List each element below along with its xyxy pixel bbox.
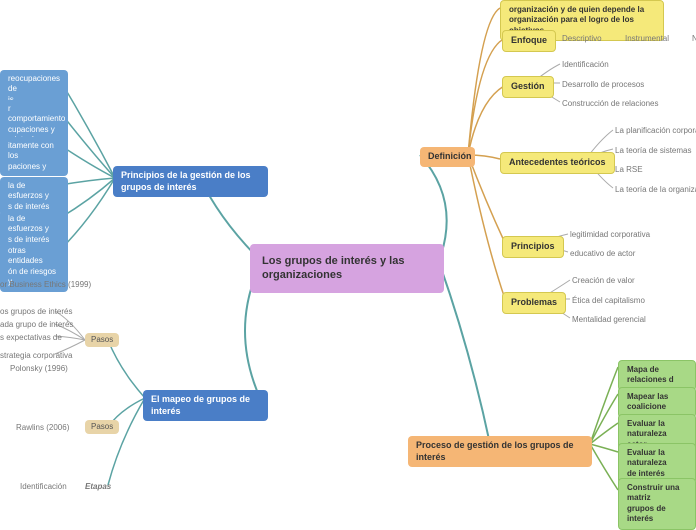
mapeo-node[interactable]: El mapeo de grupos de interés [143,390,268,421]
pasos2-node[interactable]: Pasos [85,420,119,434]
txt-cada: ada grupo de interés [0,320,73,329]
lb-itamente[interactable]: itamente con los paciones y [0,137,68,176]
principios-gestion-node[interactable]: Principios de la gestión de los grupos d… [113,166,268,197]
enfoque-n: N [692,34,696,43]
ant-planif: La planificación corporativa [615,126,696,135]
green-matriz[interactable]: Construir una matriz grupos de interés [618,478,696,530]
txt-expect: s expectativas de [0,333,62,342]
ant-org: La teoría de la organización [615,185,696,194]
txt-ethics: or Business Ethics (1999) [0,280,91,289]
proceso-gestion-node[interactable]: Proceso de gestión de los grupos de inte… [408,436,592,467]
prob-mental: Mentalidad gerencial [572,315,646,324]
gestion-desarrollo: Desarrollo de procesos [562,80,644,89]
ant-rse: La RSE [615,165,643,174]
gestion-construccion: Construcción de relaciones [562,99,659,108]
prin-legit: legitimidad corporativa [570,230,650,239]
ant-sistemas: La teoría de sistemas [615,146,691,155]
enfoque-descriptivo: Descriptivo [562,34,602,43]
prob-valor: Creación de valor [572,276,635,285]
enfoque-node[interactable]: Enfoque [502,30,556,52]
antecedentes-node[interactable]: Antecedentes teóricos [500,152,615,174]
problemas-node[interactable]: Problemas [502,292,566,314]
definicion-node[interactable]: Definición [420,147,475,167]
gestion-ident: Identificación [562,60,609,69]
pasos1-node[interactable]: Pasos [85,333,119,347]
prob-etica: Ética del capitalismo [572,296,645,305]
txt-interes: os grupos de interés [0,307,73,316]
txt-rawlins: Rawlins (2006) [16,423,69,432]
central-topic[interactable]: Los grupos de interés y las organizacion… [250,244,444,293]
txt-identif: Identificación [20,482,67,491]
gestion-node[interactable]: Gestión [502,76,554,98]
txt-etapas: Etapas [85,482,111,491]
principios-node[interactable]: Principios [502,236,564,258]
prin-educ: educativo de actor [570,249,635,258]
enfoque-instrumental: Instrumental [625,34,669,43]
txt-estrat: strategia corporativa [0,351,72,360]
txt-polonsky: Polonsky (1996) [10,364,68,373]
